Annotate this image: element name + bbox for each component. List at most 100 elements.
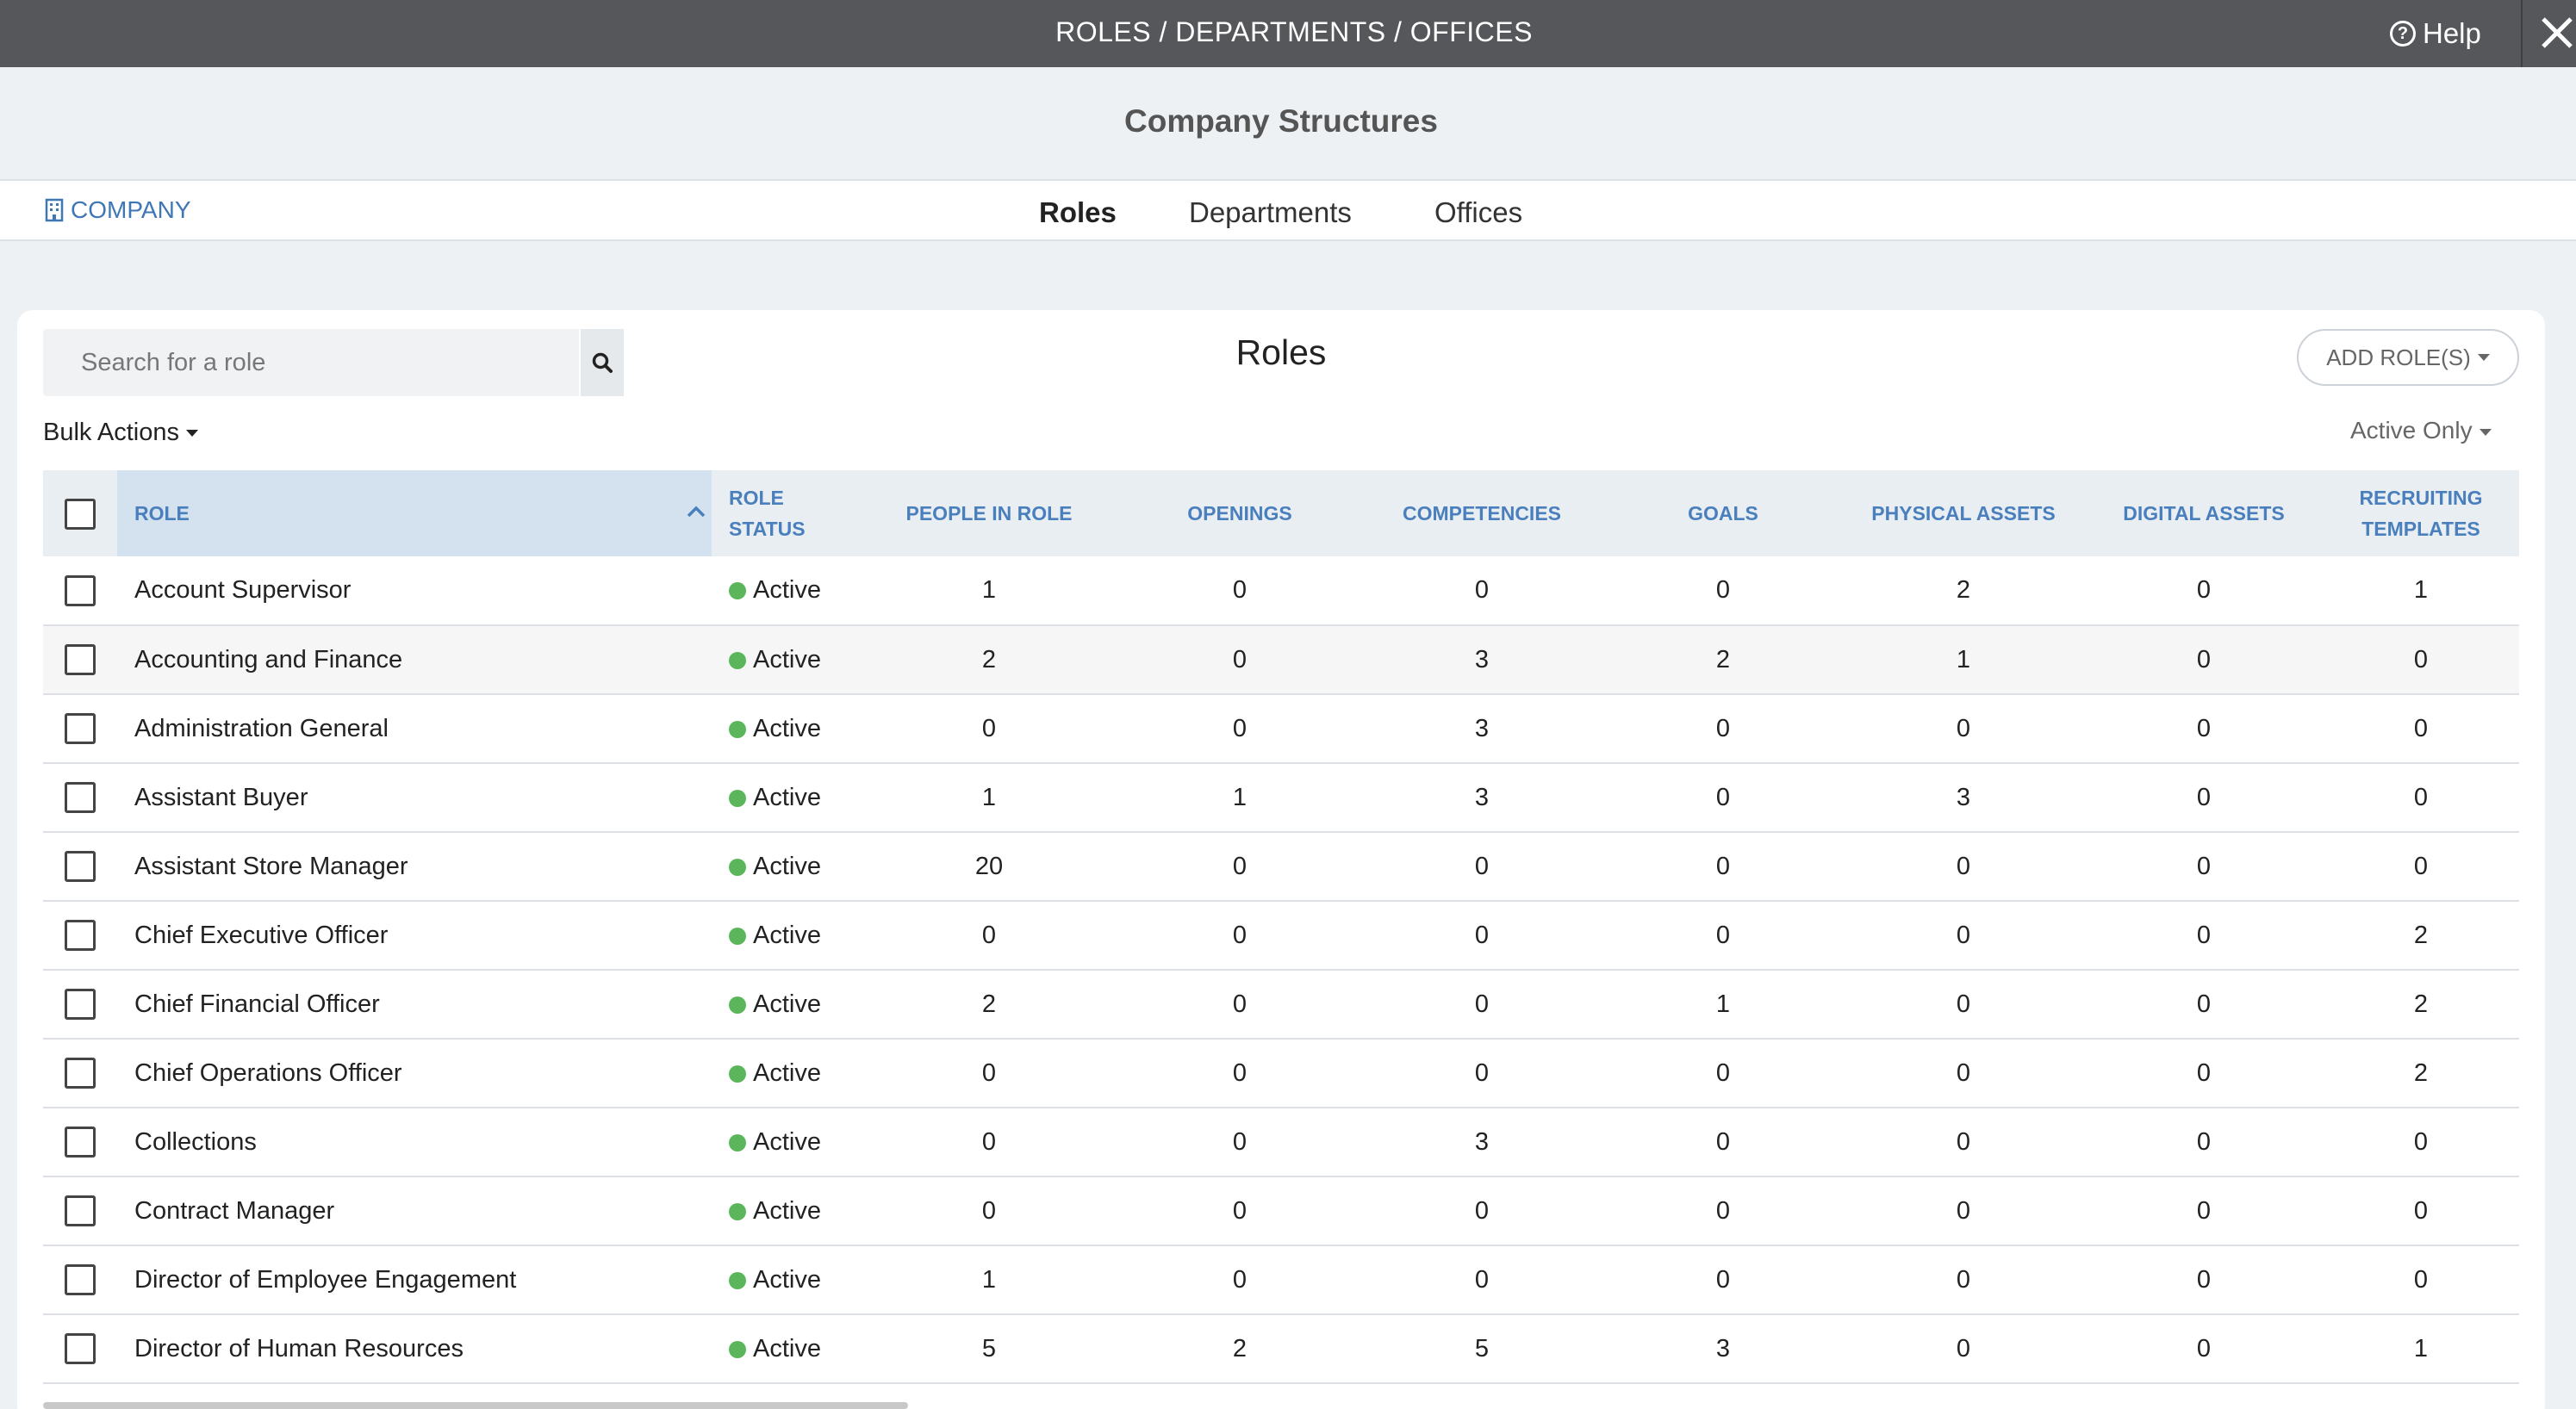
role-search	[43, 329, 624, 396]
table-row[interactable]: Administration General Active 0 0 3 0 0 0 0	[43, 694, 2519, 764]
column-physical-assets[interactable]: PHYSICAL ASSETS	[1842, 470, 2085, 556]
tab-roles[interactable]: Roles	[1039, 196, 1117, 228]
role-name[interactable]: Director of Human Resources	[117, 1314, 712, 1384]
row-checkbox[interactable]	[65, 1264, 96, 1295]
caret-down-icon	[2477, 354, 2490, 361]
status-label: Active	[753, 990, 821, 1018]
competencies-count: 0	[1360, 970, 1604, 1040]
column-role-label: ROLE	[134, 502, 190, 524]
column-openings[interactable]: OPENINGS	[1120, 470, 1360, 556]
recruiting-count: 0	[2323, 694, 2519, 764]
goals-count: 0	[1604, 1108, 1842, 1177]
role-status: Active	[712, 1108, 858, 1177]
role-name[interactable]: Account Supervisor	[117, 556, 712, 626]
column-people-in-role[interactable]: PEOPLE IN ROLE	[858, 470, 1120, 556]
competencies-count: 0	[1360, 901, 1604, 971]
physical-count: 0	[1842, 1039, 2085, 1108]
people-count: 2	[858, 625, 1120, 695]
role-name[interactable]: Director of Employee Engagement	[117, 1245, 712, 1315]
table-row[interactable]: Contract Manager Active 0 0 0 0 0 0 0	[43, 1176, 2519, 1246]
row-checkbox[interactable]	[65, 1333, 96, 1364]
table-row[interactable]: Director of Employee Engagement Active 1 0 0…	[43, 1245, 2519, 1315]
tab-offices[interactable]: Offices	[1434, 196, 1523, 228]
row-checkbox[interactable]	[65, 1195, 96, 1226]
digital-count: 0	[2085, 901, 2323, 971]
openings-count: 0	[1120, 1108, 1360, 1177]
openings-count: 0	[1120, 970, 1360, 1040]
status-dot-icon	[729, 1065, 746, 1083]
competencies-count: 0	[1360, 1245, 1604, 1315]
recruiting-count: 0	[2323, 1108, 2519, 1177]
search-button[interactable]	[579, 329, 624, 396]
recruiting-count: 0	[2323, 1245, 2519, 1315]
close-icon[interactable]	[2533, 9, 2576, 57]
status-dot-icon	[729, 582, 746, 599]
status-dot-icon	[729, 720, 746, 738]
status-filter-dropdown[interactable]: Active Only	[2350, 417, 2492, 444]
role-status: Active	[712, 970, 858, 1040]
table-row[interactable]: Collections Active 0 0 3 0 0 0 0	[43, 1108, 2519, 1177]
role-name[interactable]: Administration General	[117, 694, 712, 764]
row-select-cell	[43, 694, 117, 764]
add-role-button[interactable]: ADD ROLE(S)	[2297, 329, 2519, 386]
building-icon	[45, 198, 64, 222]
column-recruiting-templates[interactable]: RECRUITING TEMPLATES	[2323, 470, 2519, 556]
role-name[interactable]: Contract Manager	[117, 1176, 712, 1246]
row-checkbox[interactable]	[65, 1127, 96, 1158]
table-row[interactable]: Chief Operations Officer Active 0 0 0 0 0 0 2	[43, 1039, 2519, 1108]
row-checkbox[interactable]	[65, 851, 96, 882]
role-name[interactable]: Collections	[117, 1108, 712, 1177]
search-input[interactable]	[43, 329, 577, 396]
recruiting-count: 0	[2323, 763, 2519, 833]
role-name[interactable]: Assistant Store Manager	[117, 832, 712, 902]
status-dot-icon	[729, 789, 746, 807]
openings-count: 2	[1120, 1314, 1360, 1384]
role-status: Active	[712, 625, 858, 695]
column-role[interactable]: ROLE	[117, 470, 712, 556]
status-dot-icon	[729, 1202, 746, 1220]
row-checkbox[interactable]	[65, 644, 96, 675]
tab-departments[interactable]: Departments	[1189, 196, 1352, 228]
role-name[interactable]: Accounting and Finance	[117, 625, 712, 695]
row-checkbox[interactable]	[65, 989, 96, 1020]
row-checkbox[interactable]	[65, 1058, 96, 1089]
help-link[interactable]: ? Help	[2390, 0, 2481, 67]
table-row[interactable]: Assistant Buyer Active 1 1 3 0 3 0 0	[43, 763, 2519, 833]
competencies-count: 0	[1360, 1039, 1604, 1108]
people-count: 0	[858, 1176, 1120, 1246]
physical-count: 0	[1842, 1108, 2085, 1177]
role-name[interactable]: Chief Operations Officer	[117, 1039, 712, 1108]
role-name[interactable]: Chief Executive Officer	[117, 901, 712, 971]
column-digital-assets[interactable]: DIGITAL ASSETS	[2085, 470, 2323, 556]
people-count: 1	[858, 1245, 1120, 1315]
table-row[interactable]: Chief Executive Officer Active 0 0 0 0 0 0 2	[43, 901, 2519, 971]
goals-count: 0	[1604, 556, 1842, 626]
horizontal-scrollbar[interactable]	[43, 1402, 908, 1409]
add-role-label: ADD ROLE(S)	[2326, 344, 2471, 370]
role-name[interactable]: Assistant Buyer	[117, 763, 712, 833]
recruiting-count: 0	[2323, 832, 2519, 902]
role-status: Active	[712, 901, 858, 971]
column-competencies[interactable]: COMPETENCIES	[1360, 470, 1604, 556]
company-link[interactable]: COMPANY	[45, 196, 191, 224]
table-row[interactable]: Director of Human Resources Active 5 2 5 3 0 0 1	[43, 1314, 2519, 1384]
select-all-checkbox[interactable]	[65, 498, 96, 530]
row-checkbox[interactable]	[65, 713, 96, 744]
column-goals[interactable]: GOALS	[1604, 470, 1842, 556]
row-select-cell	[43, 1245, 117, 1315]
table-row[interactable]: Account Supervisor Active 1 0 0 0 2 0 1	[43, 556, 2519, 626]
column-role-status[interactable]: ROLE STATUS	[712, 470, 858, 556]
openings-count: 0	[1120, 1039, 1360, 1108]
row-checkbox[interactable]	[65, 782, 96, 813]
search-icon	[592, 352, 613, 373]
row-checkbox[interactable]	[65, 574, 96, 606]
table-row[interactable]: Assistant Store Manager Active 20 0 0 0 0 0 0	[43, 832, 2519, 902]
bulk-actions-dropdown[interactable]: Bulk Actions	[43, 419, 198, 447]
competencies-count: 3	[1360, 763, 1604, 833]
physical-count: 1	[1842, 625, 2085, 695]
role-name[interactable]: Chief Financial Officer	[117, 970, 712, 1040]
table-row[interactable]: Chief Financial Officer Active 2 0 0 1 0 0 2	[43, 970, 2519, 1040]
breadcrumb: ROLES / DEPARTMENTS / OFFICES	[1055, 16, 1533, 47]
table-row[interactable]: Accounting and Finance Active 2 0 3 2 1 0 0	[43, 625, 2519, 695]
row-checkbox[interactable]	[65, 920, 96, 951]
